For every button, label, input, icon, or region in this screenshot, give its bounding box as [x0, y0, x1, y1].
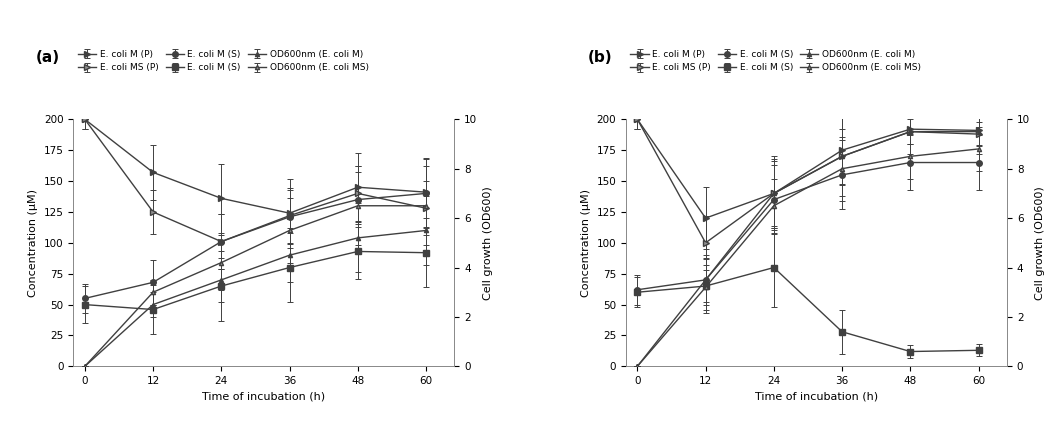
- X-axis label: Time of incubation (h): Time of incubation (h): [202, 391, 325, 402]
- Legend: E. coli M (P), E. coli MS (P), E. coli M (S), E. coli M (S), OD600nm (E. coli M): E. coli M (P), E. coli MS (P), E. coli M…: [78, 50, 368, 72]
- Y-axis label: Concentration (µM): Concentration (µM): [581, 189, 591, 297]
- Legend: E. coli M (P), E. coli MS (P), E. coli M (S), E. coli M (S), OD600nm (E. coli M): E. coli M (P), E. coli MS (P), E. coli M…: [630, 50, 921, 72]
- X-axis label: Time of incubation (h): Time of incubation (h): [755, 391, 878, 402]
- Y-axis label: Cell growth (OD600): Cell growth (OD600): [1035, 186, 1046, 300]
- Text: (a): (a): [36, 50, 60, 65]
- Y-axis label: Cell growth (OD600): Cell growth (OD600): [483, 186, 493, 300]
- Text: (b): (b): [587, 50, 613, 65]
- Y-axis label: Concentration (µM): Concentration (µM): [28, 189, 38, 297]
